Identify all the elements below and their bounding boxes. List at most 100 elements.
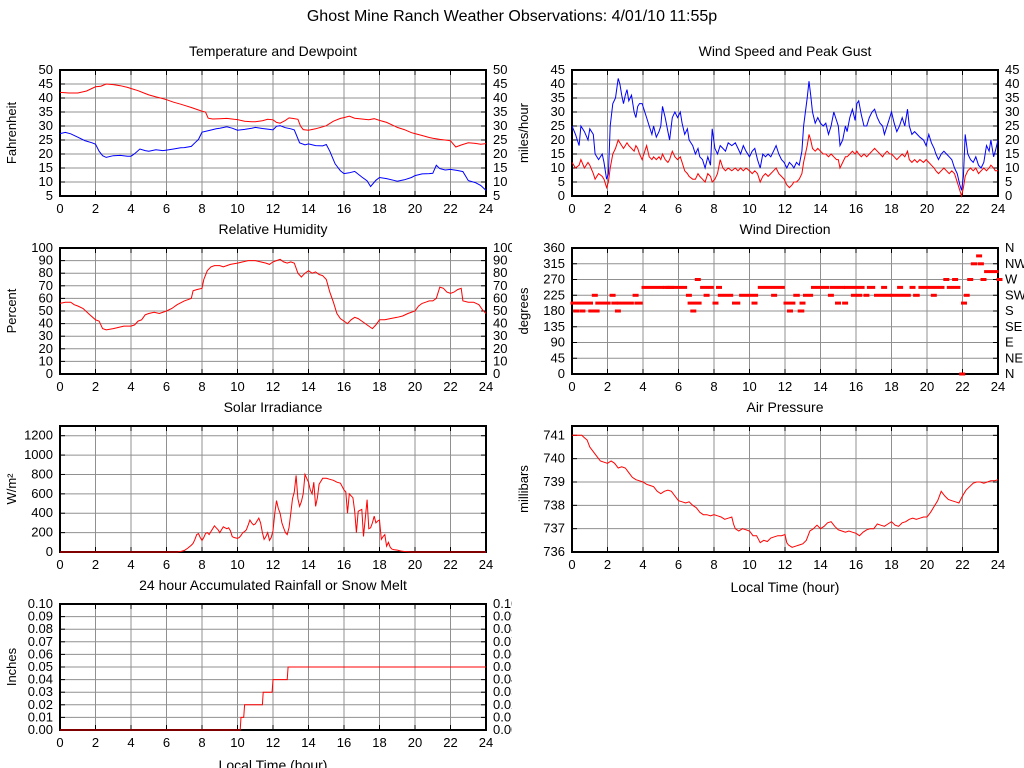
svg-text:4: 4 xyxy=(639,379,646,394)
svg-text:20: 20 xyxy=(493,146,507,161)
y-axis-label: millibars xyxy=(516,465,531,513)
svg-text:315: 315 xyxy=(543,256,565,271)
svg-text:45: 45 xyxy=(1005,62,1019,77)
svg-text:22: 22 xyxy=(955,557,969,572)
svg-text:135: 135 xyxy=(543,319,565,334)
svg-text:25: 25 xyxy=(493,132,507,147)
y-axis-label: degrees xyxy=(516,287,531,334)
svg-text:12: 12 xyxy=(778,379,792,394)
svg-text:30: 30 xyxy=(39,328,53,343)
chart-solar-irradiance: 0 2 4 6 8 10 12 14 16 18 20 22 24 0 200 400 600 800 1000 12… xyxy=(0,394,512,581)
svg-text:270: 270 xyxy=(543,272,565,287)
svg-text:0: 0 xyxy=(493,366,500,381)
svg-text:2: 2 xyxy=(92,379,99,394)
svg-text:0.09: 0.09 xyxy=(28,609,53,624)
svg-text:20: 20 xyxy=(39,341,53,356)
svg-text:14: 14 xyxy=(301,201,315,216)
svg-text:16: 16 xyxy=(337,379,351,394)
svg-text:4: 4 xyxy=(127,735,134,750)
svg-text:2: 2 xyxy=(92,735,99,750)
svg-text:1000: 1000 xyxy=(24,447,53,462)
svg-text:200: 200 xyxy=(31,525,53,540)
series-wind-speed xyxy=(571,134,998,198)
svg-text:20: 20 xyxy=(1005,132,1019,147)
svg-text:45: 45 xyxy=(493,76,507,91)
svg-text:100: 100 xyxy=(31,240,53,255)
svg-text:5: 5 xyxy=(493,188,500,203)
svg-text:0.08: 0.08 xyxy=(493,621,512,636)
svg-text:14: 14 xyxy=(813,557,827,572)
svg-text:16: 16 xyxy=(849,201,863,216)
svg-text:0: 0 xyxy=(56,201,63,216)
chart-accumulated-rainfall: 0 2 4 6 8 10 12 14 16 18 20 22 24 0.00 0.01 0.02 0.03 0.0… xyxy=(0,572,518,768)
svg-text:18: 18 xyxy=(884,557,898,572)
svg-text:0: 0 xyxy=(1005,188,1012,203)
svg-text:20: 20 xyxy=(920,201,934,216)
svg-text:22: 22 xyxy=(443,379,457,394)
svg-text:40: 40 xyxy=(493,90,507,105)
svg-text:12: 12 xyxy=(778,201,792,216)
grid xyxy=(60,604,486,730)
svg-text:0.00: 0.00 xyxy=(28,722,53,737)
svg-text:0: 0 xyxy=(558,366,565,381)
svg-text:14: 14 xyxy=(301,557,315,572)
svg-text:50: 50 xyxy=(39,62,53,77)
svg-text:0.02: 0.02 xyxy=(28,697,53,712)
svg-text:N: N xyxy=(1005,240,1014,255)
chart-air-pressure: 0 2 4 6 8 10 12 14 16 18 20 22 24 736 737 738 739 740 741 A… xyxy=(512,394,1024,604)
grid xyxy=(572,426,998,552)
axis-tick-labels: 0 2 4 6 8 10 12 14 16 18 20 22 245101520253035404550… xyxy=(39,62,508,216)
svg-text:0.10: 0.10 xyxy=(493,596,512,611)
svg-text:80: 80 xyxy=(493,265,507,280)
svg-text:4: 4 xyxy=(639,201,646,216)
svg-text:24: 24 xyxy=(479,379,493,394)
svg-text:20: 20 xyxy=(493,341,507,356)
chart-wind-direction: 0 2 4 6 8 10 12 14 16 18 20 22 24 0 45 90 135 180 225 270 31… xyxy=(512,216,1024,403)
y-axis-label: Inches xyxy=(4,647,19,686)
svg-text:2: 2 xyxy=(604,557,611,572)
wind-direction-samples xyxy=(570,254,1003,376)
svg-text:30: 30 xyxy=(39,118,53,133)
svg-text:0.06: 0.06 xyxy=(28,646,53,661)
svg-text:18: 18 xyxy=(884,379,898,394)
svg-text:80: 80 xyxy=(39,265,53,280)
svg-text:0.03: 0.03 xyxy=(493,684,512,699)
svg-text:24: 24 xyxy=(991,379,1005,394)
svg-text:400: 400 xyxy=(31,505,53,520)
svg-text:40: 40 xyxy=(39,316,53,331)
svg-text:15: 15 xyxy=(1005,146,1019,161)
svg-text:18: 18 xyxy=(884,201,898,216)
svg-text:35: 35 xyxy=(551,90,565,105)
series-dewpoint xyxy=(59,125,487,191)
svg-text:736: 736 xyxy=(543,544,565,559)
svg-text:10: 10 xyxy=(742,379,756,394)
series-temperature xyxy=(59,83,487,148)
svg-text:0.05: 0.05 xyxy=(28,659,53,674)
svg-text:14: 14 xyxy=(301,379,315,394)
svg-text:35: 35 xyxy=(493,104,507,119)
svg-text:10: 10 xyxy=(742,557,756,572)
svg-text:0: 0 xyxy=(568,379,575,394)
svg-text:8: 8 xyxy=(198,201,205,216)
grid xyxy=(60,248,486,374)
axis-ticks xyxy=(59,426,487,553)
svg-text:0: 0 xyxy=(46,366,53,381)
svg-text:12: 12 xyxy=(266,735,280,750)
temperature-dewpoint-canvas: 0 2 4 6 8 10 12 14 16 18 20 22 245101520253035404550… xyxy=(4,43,508,216)
wind-direction-canvas: 0 2 4 6 8 10 12 14 16 18 20 22 240459013518022527031… xyxy=(516,221,1024,394)
grid xyxy=(572,248,998,374)
svg-text:10: 10 xyxy=(230,379,244,394)
svg-text:0.03: 0.03 xyxy=(28,684,53,699)
accumulated-rainfall-canvas: 0 2 4 6 8 10 12 14 16 18 20 22 240.000.010.020.030.0… xyxy=(4,577,518,768)
svg-text:22: 22 xyxy=(443,201,457,216)
axis-ticks xyxy=(59,603,487,731)
svg-text:60: 60 xyxy=(493,290,507,305)
svg-text:4: 4 xyxy=(639,557,646,572)
svg-text:12: 12 xyxy=(266,557,280,572)
svg-text:10: 10 xyxy=(39,353,53,368)
svg-text:50: 50 xyxy=(39,303,53,318)
svg-text:SW: SW xyxy=(1005,287,1024,302)
axis-tick-labels: 0 2 4 6 8 10 12 14 16 18 20 22 240510152025303540450… xyxy=(551,62,1020,216)
y-axis-label: Percent xyxy=(4,288,19,333)
